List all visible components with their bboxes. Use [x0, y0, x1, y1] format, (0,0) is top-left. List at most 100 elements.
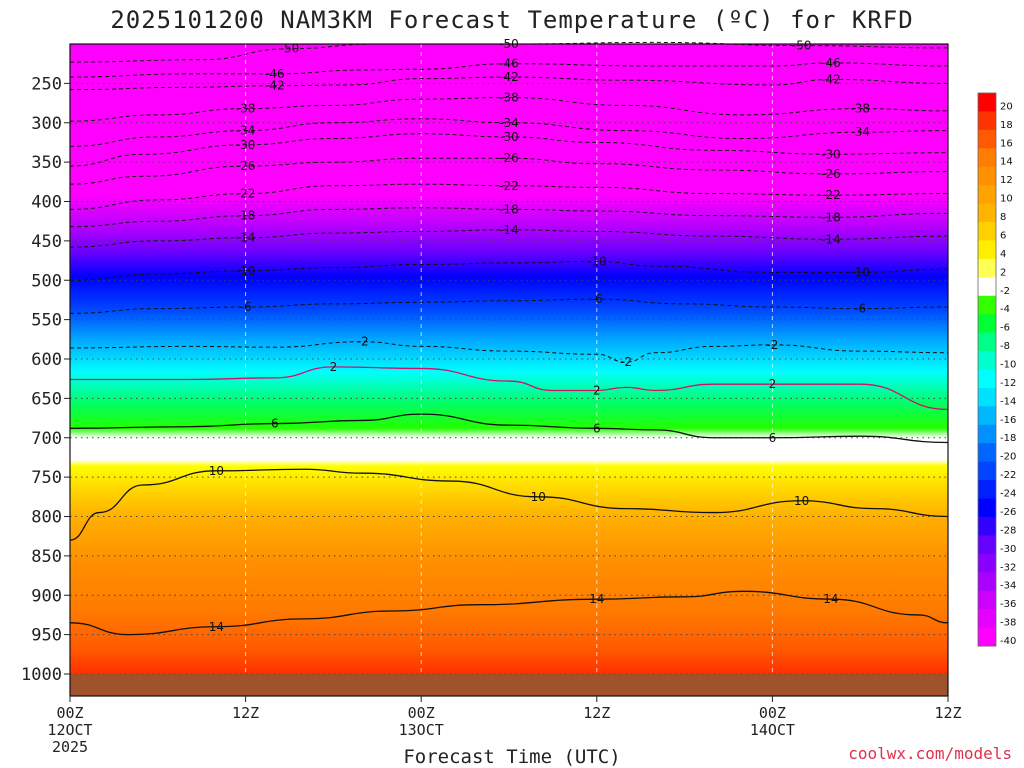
contour-label: 10	[209, 464, 224, 478]
colorbar-swatch	[978, 406, 996, 426]
y-tick-label: 850	[31, 547, 62, 567]
colorbar-label: 20	[1000, 101, 1013, 112]
contour-label: -2	[357, 335, 369, 349]
contour-label: 2	[330, 360, 338, 374]
contour-label: -14	[821, 232, 841, 246]
colorbar-label: -30	[1000, 544, 1016, 555]
y-tick-label: 950	[31, 626, 62, 646]
contour-label: -2	[620, 355, 632, 369]
contour-label: -38	[236, 102, 256, 116]
colorbar-swatch	[978, 185, 996, 205]
colorbar-swatch	[978, 572, 996, 592]
x-tick-label: 12OCT	[47, 721, 92, 739]
colorbar-label: 14	[1000, 157, 1013, 168]
colorbar-swatch	[978, 277, 996, 297]
colorbar-label: 6	[1000, 230, 1006, 241]
contour-label: -22	[499, 179, 519, 193]
contour-line	[69, 229, 949, 248]
colorbar-label: 2	[1000, 267, 1006, 278]
y-tick-label: 900	[31, 586, 62, 606]
contour-label: -30	[821, 147, 841, 161]
contour-label: -6	[240, 300, 252, 314]
colorbar-swatch	[978, 461, 996, 481]
contour-label: -46	[821, 56, 841, 70]
y-tick-label: 600	[31, 350, 62, 370]
colorbar-label: -6	[1000, 323, 1010, 334]
colorbar-label: -32	[1000, 562, 1016, 573]
x-tick-label: 00Z	[56, 704, 83, 722]
contour-label: -38	[850, 102, 870, 116]
y-tick-label: 300	[31, 114, 62, 134]
contour-label: -34	[236, 124, 256, 138]
colorbar-label: -10	[1000, 360, 1016, 371]
contour-label: -26	[236, 159, 256, 173]
colorbar: 20 18 16 14 12 10 8 6 4 2 -2 -4 -6 -8 -10 -12 -14 -16 -18 -…	[977, 92, 1016, 647]
colorbar-swatch	[978, 369, 996, 389]
contour-line	[69, 62, 949, 78]
colorbar-label: -34	[1000, 581, 1016, 592]
colorbar-swatch	[978, 332, 996, 352]
colorbar-label: -22	[1000, 470, 1016, 481]
contour-line	[69, 590, 949, 636]
contour-label: -30	[499, 130, 519, 144]
colorbar-swatch	[978, 129, 996, 149]
colorbar-label: -8	[1000, 341, 1010, 352]
y-tick-label: 450	[31, 232, 62, 252]
contour-label: -6	[854, 302, 866, 316]
contour-label: -22	[821, 188, 841, 202]
contour-label: -46	[499, 57, 519, 71]
contour-label: -2	[766, 338, 778, 352]
y-tick-label: 350	[31, 153, 62, 173]
colorbar-swatch	[978, 535, 996, 555]
colorbar-swatch	[978, 516, 996, 536]
contour-label: -18	[236, 209, 256, 223]
colorbar-swatch	[978, 590, 996, 610]
colorbar-label: -38	[1000, 618, 1016, 629]
x-tick-label: 13OCT	[399, 721, 444, 739]
contour-line	[70, 366, 949, 411]
y-tick-label: 750	[31, 468, 62, 488]
colorbar-label: -28	[1000, 525, 1016, 536]
contour-label: -22	[236, 187, 256, 201]
colorbar-label: -14	[1000, 396, 1016, 407]
contour-label: -10	[236, 264, 256, 278]
contour-label: 10	[531, 490, 546, 504]
contour-label: -14	[236, 231, 256, 245]
x-tick-label: 2025	[52, 738, 88, 756]
colorbar-swatch	[978, 387, 996, 407]
contour-label: 2	[769, 377, 777, 391]
contour-label: 2	[593, 384, 601, 398]
colorbar-label: -16	[1000, 415, 1016, 426]
colorbar-swatch	[978, 314, 996, 334]
x-tick-label: 14OCT	[750, 721, 795, 739]
contour-label: 14	[209, 620, 224, 634]
colorbar-swatch	[978, 295, 996, 315]
colorbar-label: -40	[1000, 636, 1016, 647]
colorbar-label: -36	[1000, 599, 1016, 610]
colorbar-label: -4	[1000, 304, 1010, 315]
colorbar-swatch	[978, 166, 996, 186]
contour-label: 6	[769, 431, 777, 445]
contour-line	[69, 413, 949, 444]
plot-area: -50 -50 -50-46-46 -46-42-42 -42-38-38-38-34-…	[69, 37, 949, 697]
contour-label: 14	[589, 592, 604, 606]
x-tick-label: 12Z	[232, 704, 259, 722]
contour-label: 10	[794, 494, 809, 508]
chart-title: 2025101200 NAM3KM Forecast Temperature (…	[110, 6, 914, 34]
colorbar-label: -24	[1000, 489, 1016, 500]
contour-label: -42	[265, 79, 285, 93]
contour-label: -14	[499, 223, 519, 237]
contour-label: 6	[593, 421, 601, 435]
colorbar-label: -18	[1000, 433, 1016, 444]
contour-label: -26	[821, 167, 841, 181]
colorbar-label: 12	[1000, 175, 1013, 186]
colorbar-swatch	[978, 553, 996, 573]
y-tick-label: 700	[31, 429, 62, 449]
contour-label: -50	[280, 42, 300, 56]
contour-label: -46	[265, 67, 285, 81]
contour-label: -10	[587, 254, 607, 268]
colorbar-label: 16	[1000, 138, 1013, 149]
contour-line	[69, 133, 949, 167]
contour-label: -6	[591, 292, 603, 306]
